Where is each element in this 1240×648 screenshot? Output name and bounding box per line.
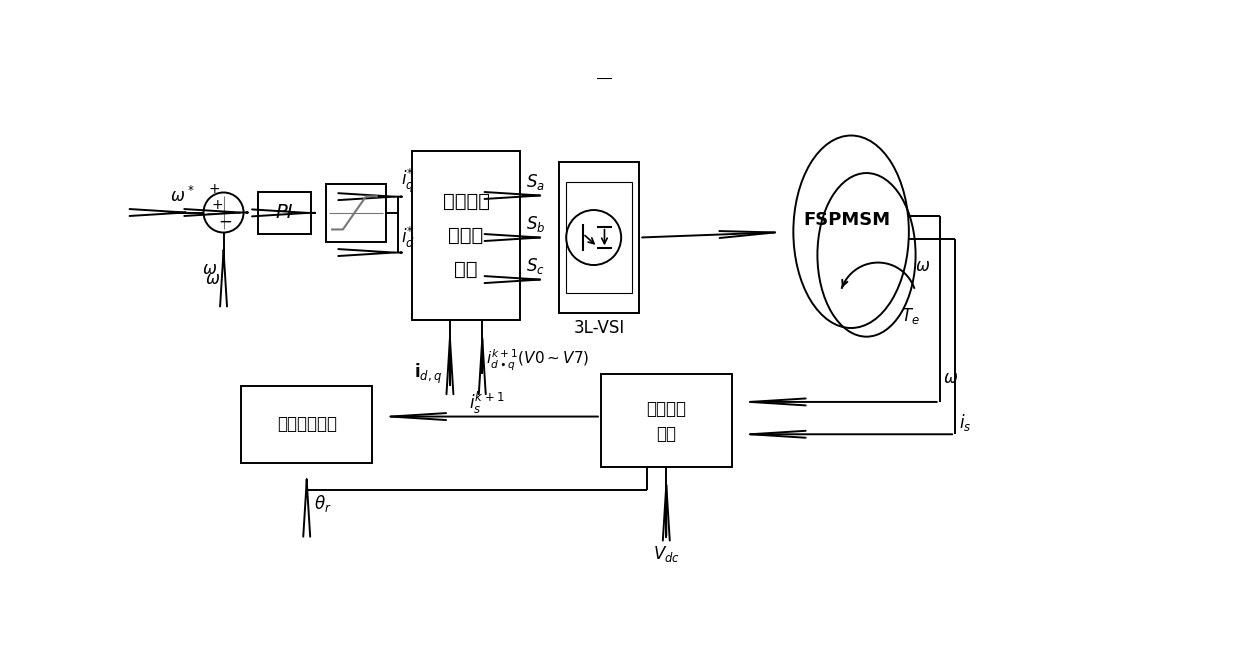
Text: $\omega$: $\omega$: [915, 257, 930, 275]
Text: +: +: [212, 198, 223, 212]
Text: 最小化: 最小化: [449, 226, 484, 245]
Text: 模块: 模块: [454, 260, 477, 279]
Bar: [412, 151, 520, 320]
Text: $\omega^*$: $\omega^*$: [170, 185, 195, 205]
Text: FSPMSM: FSPMSM: [804, 211, 890, 229]
Text: 模块: 模块: [656, 425, 676, 443]
Text: $\omega$: $\omega$: [205, 270, 219, 288]
Bar: [326, 184, 386, 242]
Text: 坐标变换模块: 坐标变换模块: [277, 415, 337, 434]
Text: $i_s^{k+1}$: $i_s^{k+1}$: [469, 389, 505, 416]
Text: $\mathbf{i}_{d,q}$: $\mathbf{i}_{d,q}$: [414, 362, 443, 386]
Text: $\omega$: $\omega$: [202, 260, 217, 279]
Bar: [242, 386, 372, 463]
Bar: [567, 181, 631, 294]
Text: PI: PI: [275, 203, 293, 222]
Text: $S_c$: $S_c$: [526, 256, 544, 275]
Text: 成本函数: 成本函数: [443, 192, 490, 211]
Text: $i_{d\bullet q}^{k+1}(V0 \sim V7)$: $i_{d\bullet q}^{k+1}(V0 \sim V7)$: [486, 348, 589, 373]
Text: 3L-VSI: 3L-VSI: [573, 319, 625, 337]
Bar: [558, 163, 640, 312]
Text: $S_b$: $S_b$: [526, 214, 546, 234]
Text: 电流预测: 电流预测: [646, 400, 686, 419]
Text: $\theta_r$: $\theta_r$: [315, 493, 332, 514]
Text: $S_a$: $S_a$: [526, 172, 546, 192]
Text: −: −: [218, 213, 232, 231]
Text: $i_d^{*}$: $i_d^{*}$: [402, 225, 415, 249]
Text: $T_e$: $T_e$: [901, 307, 920, 327]
Bar: [258, 192, 310, 234]
Text: $i_q^{*}$: $i_q^{*}$: [402, 167, 415, 196]
Text: +: +: [208, 181, 221, 196]
Text: $i_s$: $i_s$: [959, 412, 971, 434]
Bar: [601, 374, 732, 467]
Text: $\omega$: $\omega$: [944, 369, 959, 387]
Text: $V_{dc}$: $V_{dc}$: [652, 544, 680, 564]
